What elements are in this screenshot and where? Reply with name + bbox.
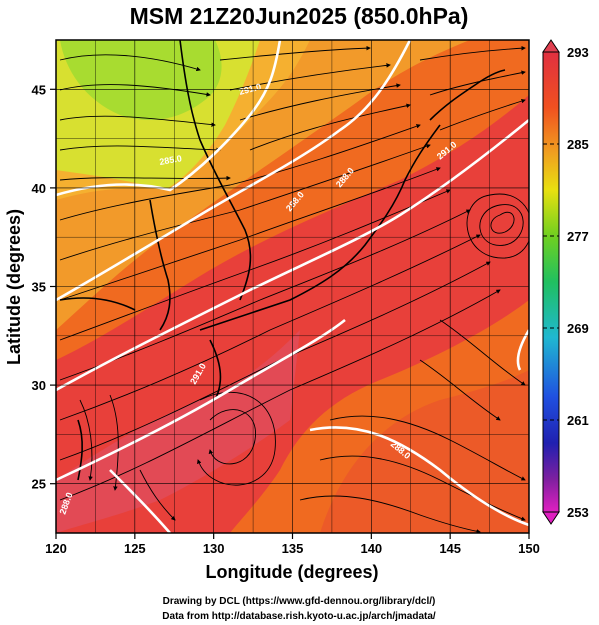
contour-288-east bbox=[309, 426, 529, 527]
streamline-vortex bbox=[208, 409, 256, 465]
colorbar: 293 285 277 269 261 253 bbox=[542, 39, 589, 525]
y-tick-label: 35 bbox=[32, 280, 46, 295]
y-tick-label: 30 bbox=[32, 378, 46, 393]
colorbar-tick-label: 293 bbox=[567, 45, 589, 60]
x-axis-label: Longitude (degrees) bbox=[205, 562, 378, 582]
streamline-vortex bbox=[479, 204, 524, 246]
wind-streamlines bbox=[59, 45, 529, 533]
streamline bbox=[419, 359, 501, 421]
y-axis-ticks: 25 30 35 40 45 bbox=[32, 82, 56, 492]
coastline-taiwan bbox=[77, 419, 83, 481]
streamline bbox=[59, 124, 421, 221]
streamline bbox=[59, 175, 231, 181]
streamline bbox=[109, 394, 119, 491]
streamline bbox=[249, 103, 411, 151]
colorbar-top-arrow bbox=[542, 39, 560, 53]
y-tick-label: 25 bbox=[32, 477, 46, 492]
colorbar-scale bbox=[542, 51, 560, 513]
x-tick-label: 120 bbox=[45, 541, 67, 556]
streamline bbox=[59, 144, 431, 261]
streamline bbox=[439, 319, 526, 386]
streamline bbox=[239, 83, 401, 121]
streamline bbox=[229, 63, 391, 91]
x-tick-label: 125 bbox=[124, 541, 146, 556]
colorbar-bottom-arrow bbox=[542, 511, 560, 525]
contour-291-north bbox=[56, 118, 529, 392]
y-axis-label: Latitude (degrees) bbox=[4, 209, 24, 365]
coastline-hokkaido bbox=[429, 69, 506, 121]
streamline bbox=[59, 115, 216, 127]
streamline bbox=[139, 469, 176, 521]
contour-288-southwest bbox=[109, 469, 171, 533]
credit-data: Data from http://database.rish.kyoto-u.a… bbox=[162, 611, 436, 622]
streamline-vortex bbox=[466, 193, 529, 259]
colorbar-tick-label: 261 bbox=[567, 413, 589, 428]
contour-285 bbox=[56, 40, 282, 197]
contour-291-south bbox=[56, 318, 346, 482]
colorbar-tick-label: 253 bbox=[567, 505, 589, 520]
streamline bbox=[59, 145, 221, 153]
streamline bbox=[59, 289, 501, 501]
x-tick-label: 135 bbox=[282, 541, 304, 556]
coastline-asia bbox=[179, 40, 252, 301]
streamline bbox=[319, 455, 526, 521]
coastline-kyushu bbox=[209, 339, 222, 401]
east-warm-region bbox=[320, 370, 529, 533]
streamline bbox=[79, 399, 93, 481]
colorbar-tick-label: 277 bbox=[567, 229, 589, 244]
contour-288-north bbox=[56, 40, 412, 302]
colorbar-ticks: 293 285 277 269 261 253 bbox=[543, 45, 589, 520]
streamline bbox=[59, 84, 211, 97]
streamline bbox=[59, 209, 471, 381]
coastline-japan bbox=[199, 124, 441, 331]
streamline-vortex bbox=[490, 212, 515, 234]
streamline bbox=[219, 45, 371, 61]
colorbar-tick-label: 269 bbox=[567, 321, 589, 336]
streamline bbox=[59, 234, 481, 421]
colorbar-tick-label: 285 bbox=[567, 137, 589, 152]
streamline-vortex bbox=[197, 391, 276, 486]
coastline-china bbox=[59, 297, 136, 311]
streamline bbox=[429, 70, 526, 96]
streamline bbox=[299, 495, 481, 533]
x-axis-ticks: 120 125 130 135 140 145 150 bbox=[45, 533, 540, 556]
streamline bbox=[419, 45, 526, 61]
isotherm-contours bbox=[56, 40, 529, 533]
y-tick-label: 40 bbox=[32, 181, 46, 196]
contour-label: 285.0 bbox=[159, 153, 183, 167]
x-tick-label: 130 bbox=[203, 541, 225, 556]
coastline-korea bbox=[149, 199, 171, 331]
coastlines bbox=[59, 40, 506, 481]
credit-drawing: Drawing by DCL (https://www.gfd-dennou.o… bbox=[163, 596, 436, 607]
x-tick-label: 150 bbox=[518, 541, 540, 556]
contour-291-east bbox=[516, 329, 529, 371]
grid-lines bbox=[55, 40, 530, 533]
streamline bbox=[439, 98, 526, 131]
x-tick-label: 145 bbox=[439, 541, 461, 556]
x-tick-label: 140 bbox=[360, 541, 382, 556]
map-title: MSM 21Z20Jun2025 (850.0hPa) bbox=[130, 3, 469, 29]
y-tick-label: 45 bbox=[32, 82, 46, 97]
cold-region bbox=[60, 40, 222, 120]
streamline bbox=[59, 167, 441, 301]
